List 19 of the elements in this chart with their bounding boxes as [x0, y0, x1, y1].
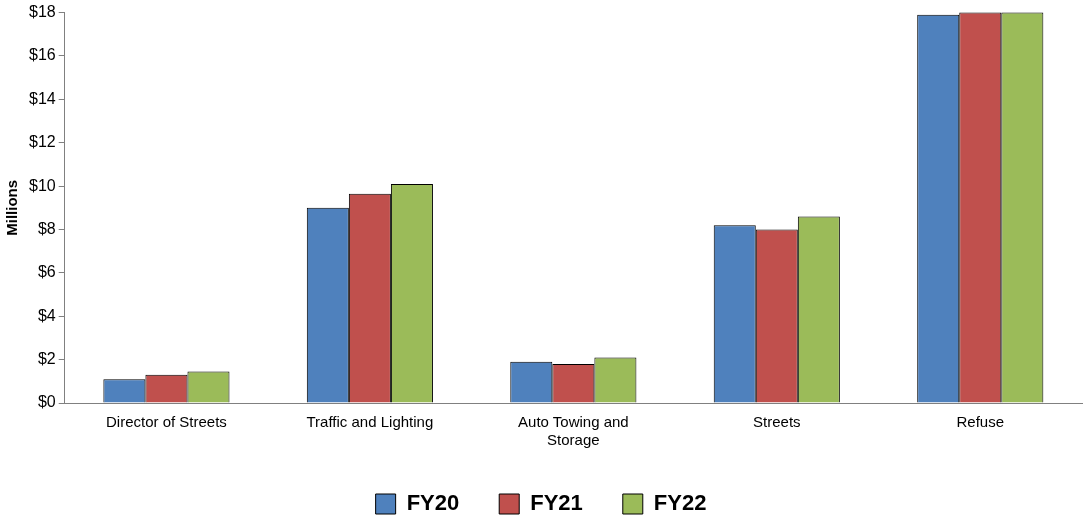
x-tick-label: Refuse: [956, 413, 1005, 431]
y-tick-label: $12: [28, 133, 56, 151]
legend-label: FY20: [406, 490, 460, 516]
y-tick-label: $4: [37, 306, 56, 324]
y-tick-label: $8: [37, 219, 56, 237]
y-tick-label: $2: [37, 350, 56, 368]
x-tick-label: Auto Towing and Storage: [518, 413, 629, 449]
y-tick-label: $6: [37, 263, 56, 281]
y-tick-label: $18: [28, 3, 56, 21]
y-tick-label: $0: [37, 393, 56, 411]
y-tick-label: $14: [28, 89, 56, 107]
y-tick-label: $10: [28, 176, 56, 194]
y-axis-title: Millions: [3, 179, 21, 236]
x-tick-label: Traffic and Lighting: [306, 413, 434, 431]
legend-label: FY21: [530, 490, 583, 516]
y-tick-label: $16: [28, 46, 56, 64]
x-tick-label: Streets: [753, 413, 801, 431]
x-tick-label: Director of Streets: [105, 413, 227, 431]
legend-label: FY22: [653, 490, 707, 516]
